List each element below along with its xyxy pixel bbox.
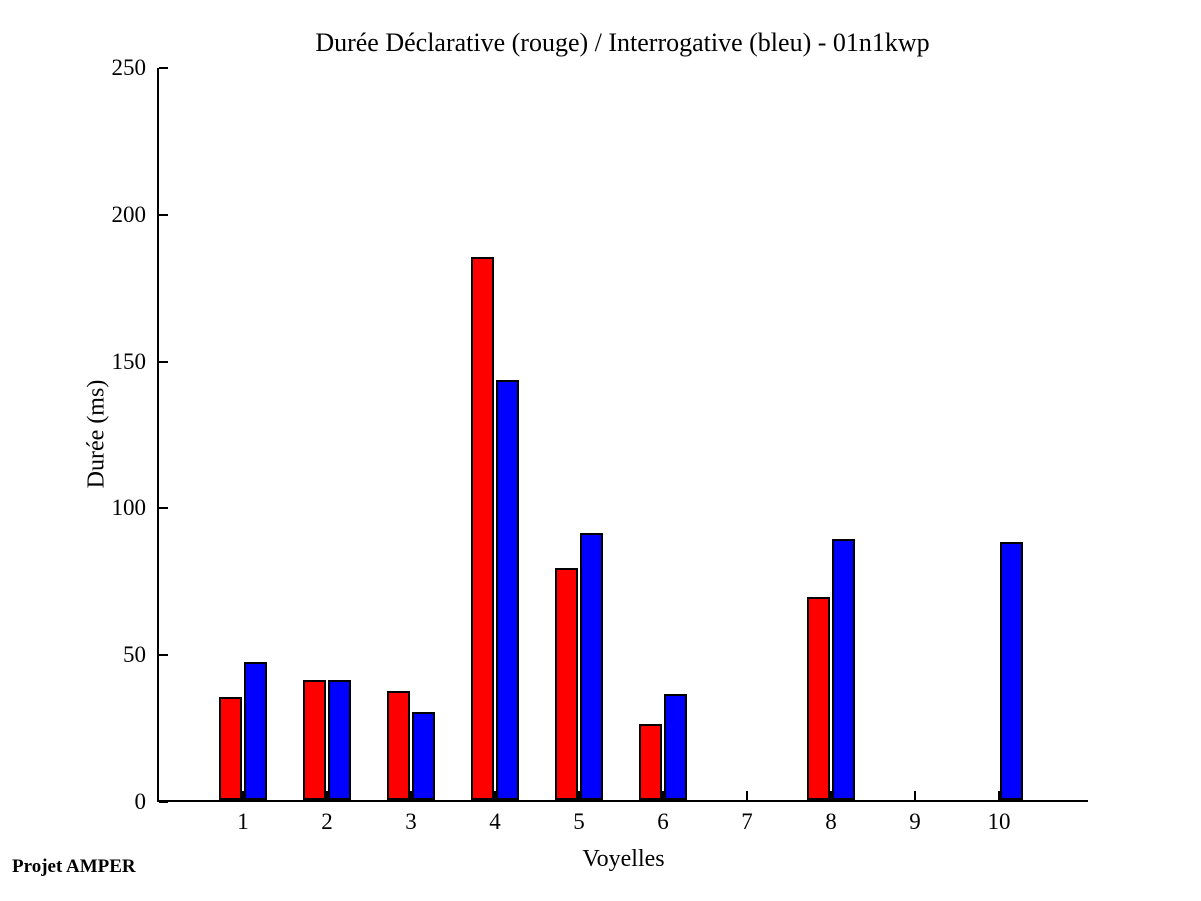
x-tick-mark-1 [242,791,244,800]
bar-déclarative-6 [639,724,662,800]
x-tick-label-7: 7 [741,809,753,834]
x-tick-label-6: 6 [657,809,669,834]
x-tick-label-10: 10 [987,809,1011,834]
chart-title: Durée Déclarative (rouge) / Interrogativ… [315,28,930,57]
y-axis-label: Durée (ms) [83,379,110,489]
y-tick-label-0: 0 [134,789,147,814]
x-tick-mark-9 [914,791,916,800]
x-tick-label-3: 3 [405,809,417,834]
x-tick-label-1: 1 [237,809,249,834]
x-tick-mark-3 [410,791,412,800]
bar-interrogative-5 [580,533,603,800]
x-tick-label-8: 8 [825,809,837,834]
y-tick-label-200: 200 [111,201,147,227]
bar-déclarative-5 [555,568,578,800]
y-tick-mark-250 [159,67,168,69]
bar-interrogative-4 [496,380,519,800]
bar-déclarative-1 [219,697,242,800]
y-tick-label-150: 150 [111,348,147,374]
x-axis-label: Voyelles [582,846,665,872]
bar-interrogative-1 [244,662,267,800]
x-tick-mark-5 [578,791,580,800]
y-tick-label-250: 250 [111,55,147,80]
bar-déclarative-3 [387,691,410,800]
plot-area: Durée (ms) Voyelles 0 50 100 150 200 250 1 2 3 4 5… [84,56,1088,872]
y-tick-label-100: 100 [111,495,147,521]
x-tick-mark-4 [494,791,496,800]
bar-déclarative-8 [807,597,830,800]
y-tick-mark-0 [159,801,168,803]
bar-interrogative-8 [832,539,855,800]
bar-interrogative-10 [1000,542,1023,800]
bar-déclarative-4 [471,257,494,800]
x-tick-mark-10 [998,791,1000,800]
y-tick-mark-100 [159,507,168,510]
x-tick-label-9: 9 [909,809,921,834]
x-tick-label-5: 5 [573,809,585,834]
x-tick-mark-2 [326,791,328,800]
x-tick-mark-6 [662,791,664,800]
y-tick-mark-150 [159,360,168,363]
x-tick-mark-8 [830,791,832,800]
y-tick-label-50: 50 [123,642,146,668]
project-footer-label: Projet AMPER [12,856,136,877]
bar-déclarative-2 [303,680,326,800]
bar-interrogative-3 [412,712,435,800]
y-tick-mark-200 [159,213,168,216]
bar-interrogative-6 [664,694,687,800]
bar-interrogative-2 [328,680,351,800]
x-tick-label-4: 4 [489,809,501,834]
x-tick-mark-7 [746,791,748,800]
x-tick-label-2: 2 [321,809,333,834]
y-tick-mark-50 [159,654,168,657]
